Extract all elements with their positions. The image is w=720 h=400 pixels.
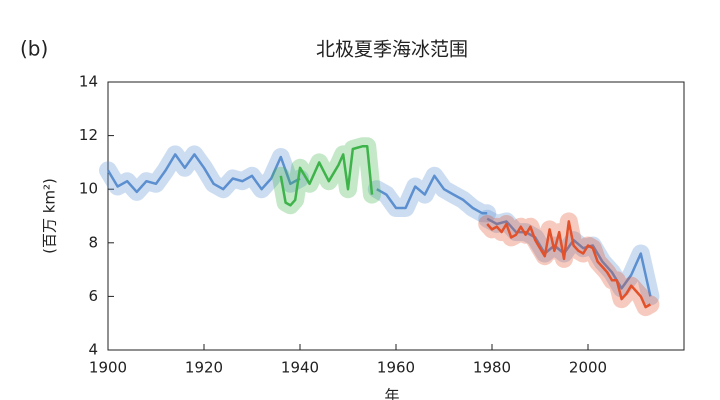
y-axis-label: (百万 km²) — [41, 178, 59, 254]
chart-title: 北极夏季海冰范围 — [316, 39, 468, 61]
y-tick-label: 4 — [88, 341, 98, 359]
y-tick-label: 12 — [79, 126, 98, 144]
series-line — [486, 220, 652, 309]
y-tick-label: 6 — [88, 287, 98, 305]
panel-label: (b) — [20, 37, 48, 61]
series-line — [106, 153, 488, 215]
y-tick-label: 14 — [79, 73, 98, 91]
x-axis-label: 年 — [384, 387, 399, 400]
x-tick-label: 1920 — [185, 359, 223, 377]
series-line — [279, 145, 374, 207]
x-tick-label: 2000 — [569, 359, 607, 377]
x-tick-label: 1980 — [473, 359, 511, 377]
x-tick-label: 1940 — [281, 359, 319, 377]
y-tick-label: 10 — [79, 180, 98, 198]
x-tick-label: 1900 — [89, 359, 127, 377]
x-tick-label: 1960 — [377, 359, 415, 377]
y-tick-label: 8 — [88, 233, 98, 251]
series-line — [486, 217, 652, 297]
